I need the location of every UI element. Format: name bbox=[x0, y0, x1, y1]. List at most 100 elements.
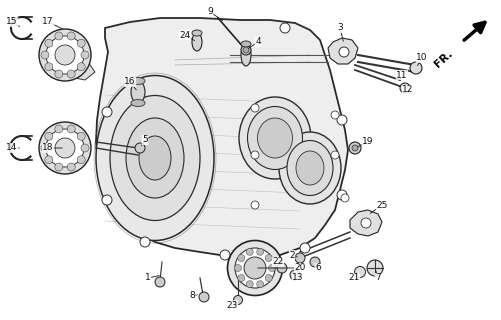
Text: 9: 9 bbox=[207, 7, 213, 17]
Text: 1: 1 bbox=[145, 274, 151, 283]
Circle shape bbox=[67, 125, 75, 133]
Circle shape bbox=[280, 23, 290, 33]
Circle shape bbox=[246, 281, 253, 288]
Circle shape bbox=[295, 253, 305, 263]
Circle shape bbox=[77, 63, 85, 71]
Text: 22: 22 bbox=[273, 258, 284, 267]
Circle shape bbox=[349, 142, 361, 154]
Circle shape bbox=[257, 281, 264, 288]
Text: 24: 24 bbox=[179, 30, 190, 39]
Circle shape bbox=[67, 70, 75, 78]
Text: 12: 12 bbox=[402, 85, 414, 94]
Ellipse shape bbox=[46, 129, 84, 167]
Circle shape bbox=[241, 45, 251, 55]
Circle shape bbox=[55, 32, 63, 40]
Polygon shape bbox=[350, 210, 382, 236]
Polygon shape bbox=[328, 38, 358, 64]
Circle shape bbox=[339, 47, 349, 57]
Circle shape bbox=[234, 265, 241, 271]
Text: 6: 6 bbox=[315, 263, 321, 273]
Ellipse shape bbox=[287, 140, 333, 196]
Circle shape bbox=[81, 51, 89, 59]
Ellipse shape bbox=[139, 136, 171, 180]
Ellipse shape bbox=[192, 30, 202, 36]
Circle shape bbox=[290, 270, 300, 280]
Circle shape bbox=[55, 125, 63, 133]
Ellipse shape bbox=[367, 260, 383, 276]
Ellipse shape bbox=[241, 41, 251, 47]
Text: 25: 25 bbox=[376, 201, 388, 210]
Text: 20: 20 bbox=[294, 263, 306, 273]
Text: 3: 3 bbox=[337, 23, 343, 33]
Text: 10: 10 bbox=[416, 53, 428, 62]
Circle shape bbox=[238, 275, 245, 282]
Circle shape bbox=[102, 195, 112, 205]
Text: 17: 17 bbox=[42, 18, 54, 27]
Text: 13: 13 bbox=[292, 274, 304, 283]
Ellipse shape bbox=[258, 118, 293, 158]
Circle shape bbox=[355, 267, 366, 277]
Circle shape bbox=[155, 277, 165, 287]
Circle shape bbox=[45, 63, 53, 71]
Circle shape bbox=[410, 62, 422, 74]
Ellipse shape bbox=[131, 81, 145, 103]
Ellipse shape bbox=[227, 241, 283, 295]
Text: 8: 8 bbox=[189, 291, 195, 300]
Circle shape bbox=[251, 201, 259, 209]
Circle shape bbox=[269, 265, 276, 271]
Circle shape bbox=[238, 254, 245, 261]
Ellipse shape bbox=[46, 36, 84, 74]
Ellipse shape bbox=[247, 107, 303, 170]
Circle shape bbox=[277, 263, 287, 273]
Ellipse shape bbox=[192, 33, 202, 51]
Circle shape bbox=[400, 83, 410, 93]
Circle shape bbox=[140, 237, 150, 247]
Circle shape bbox=[55, 70, 63, 78]
Circle shape bbox=[67, 163, 75, 171]
Circle shape bbox=[243, 47, 249, 53]
Circle shape bbox=[337, 115, 347, 125]
Circle shape bbox=[135, 143, 145, 153]
Circle shape bbox=[45, 156, 53, 164]
Text: 15: 15 bbox=[6, 18, 18, 27]
Text: 16: 16 bbox=[124, 77, 136, 86]
Circle shape bbox=[331, 111, 339, 119]
Polygon shape bbox=[65, 55, 95, 80]
Circle shape bbox=[45, 39, 53, 47]
Circle shape bbox=[199, 292, 209, 302]
Circle shape bbox=[41, 144, 49, 152]
Circle shape bbox=[233, 295, 242, 305]
Text: 5: 5 bbox=[142, 135, 148, 145]
Circle shape bbox=[77, 156, 85, 164]
Ellipse shape bbox=[39, 29, 91, 81]
Circle shape bbox=[41, 51, 49, 59]
Text: FR.: FR. bbox=[433, 48, 455, 69]
Ellipse shape bbox=[239, 97, 311, 179]
Circle shape bbox=[257, 248, 264, 255]
Circle shape bbox=[337, 190, 347, 200]
Circle shape bbox=[102, 107, 112, 117]
Ellipse shape bbox=[131, 77, 145, 84]
Ellipse shape bbox=[55, 45, 75, 65]
Circle shape bbox=[251, 151, 259, 159]
Circle shape bbox=[361, 218, 371, 228]
Circle shape bbox=[55, 163, 63, 171]
Text: 7: 7 bbox=[375, 274, 381, 283]
Circle shape bbox=[331, 151, 339, 159]
Circle shape bbox=[265, 254, 272, 261]
Ellipse shape bbox=[241, 44, 251, 66]
Circle shape bbox=[246, 248, 253, 255]
Circle shape bbox=[67, 32, 75, 40]
Circle shape bbox=[300, 243, 310, 253]
Text: 18: 18 bbox=[42, 143, 54, 153]
Text: 21: 21 bbox=[348, 274, 360, 283]
Circle shape bbox=[310, 257, 320, 267]
Circle shape bbox=[265, 275, 272, 282]
Text: 19: 19 bbox=[362, 138, 374, 147]
Ellipse shape bbox=[110, 95, 200, 220]
Ellipse shape bbox=[244, 257, 266, 279]
Ellipse shape bbox=[55, 138, 75, 158]
Circle shape bbox=[77, 39, 85, 47]
Circle shape bbox=[352, 145, 358, 151]
Ellipse shape bbox=[296, 151, 324, 185]
